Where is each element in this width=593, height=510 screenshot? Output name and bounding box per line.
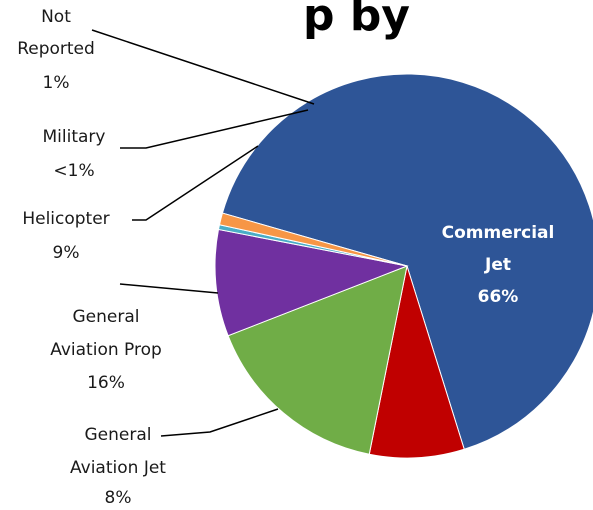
slice-label-line: General <box>73 307 140 327</box>
slice-label-line: Jet <box>484 255 511 275</box>
slice-label-military: Military <1% <box>43 127 106 181</box>
slice-label-line: 1% <box>43 73 70 93</box>
slice-label-line: Reported <box>17 39 95 59</box>
pie-slice-general-aviation-jet <box>368 265 465 459</box>
slice-label-line: <1% <box>53 161 94 181</box>
slice-label-line: Aviation Jet <box>70 458 166 478</box>
slice-label-line: Commercial <box>442 223 555 243</box>
leader-line-military <box>120 109 309 149</box>
slice-label-line: 66% <box>478 287 519 307</box>
pie-slice-general-aviation-prop <box>227 265 408 455</box>
pie-slice-not-reported <box>218 212 408 267</box>
leader-line-general-aviation-jet <box>160 408 279 437</box>
slice-label-line: Helicopter <box>22 209 109 229</box>
slice-label-line: 8% <box>105 488 132 508</box>
slice-label-line: 9% <box>53 243 80 263</box>
slice-label-line: Aviation Prop <box>50 340 162 360</box>
slice-label-line: Not <box>41 7 71 27</box>
slice-label-general-aviation-prop: General Aviation Prop 16% <box>50 307 162 393</box>
leader-line-not-reported <box>91 29 315 105</box>
slice-label-commercial-jet: Commercial Jet 66% <box>442 223 555 307</box>
leader-line-helicopter <box>132 145 259 221</box>
leader-line-general-aviation-prop <box>119 283 219 294</box>
pie-slices <box>214 73 593 459</box>
slice-label-not-reported: Not Reported 1% <box>17 7 95 93</box>
slice-label-line: 16% <box>87 373 125 393</box>
slice-labels: Commercial Jet 66%General Aviation Jet 8%Gen… <box>17 7 554 508</box>
pie-slice-helicopter <box>214 228 409 337</box>
leader-lines <box>91 29 315 437</box>
chart-title-fragment: p by <box>303 0 410 41</box>
slice-label-line: Military <box>43 127 106 147</box>
slice-label-line: General <box>85 425 152 445</box>
slice-label-helicopter: Helicopter 9% <box>22 209 109 263</box>
slice-label-general-aviation-jet: General Aviation Jet 8% <box>70 425 166 508</box>
pie-slice-commercial-jet <box>221 73 593 450</box>
